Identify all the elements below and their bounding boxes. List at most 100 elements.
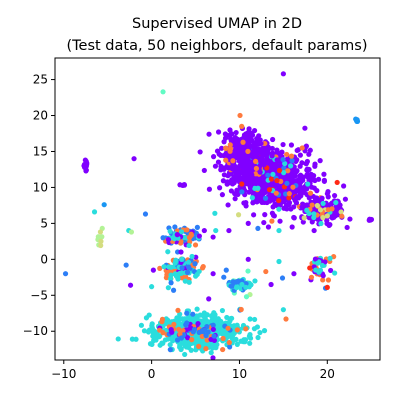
data-point [91,209,98,215]
data-point [141,328,148,334]
data-point [101,202,107,208]
data-point [258,150,264,156]
data-point [315,260,321,266]
data-point [311,211,317,217]
data-point [325,277,332,283]
data-point [262,195,269,201]
data-point [177,270,183,276]
data-point [294,194,300,200]
data-point [98,238,104,244]
data-point [212,163,219,169]
data-point [236,163,243,169]
data-point [276,227,282,234]
data-point [149,324,155,331]
data-point [237,147,243,153]
data-point [175,307,181,313]
data-point [246,333,253,339]
data-point [256,133,262,139]
data-point [290,172,296,178]
data-point [194,316,200,322]
data-point [218,152,224,158]
data-point [233,284,240,291]
data-point [280,141,286,148]
data-point [123,262,129,268]
data-point [228,188,235,194]
data-point [159,340,165,346]
data-point [319,262,326,269]
data-point [282,191,289,197]
data-point [227,142,233,148]
data-point [165,285,171,291]
data-point [272,201,278,208]
data-point [224,181,230,187]
data-point [223,267,229,273]
data-point [269,218,275,224]
data-point [243,199,249,206]
data-point [178,249,184,255]
data-point [314,202,320,209]
data-point [280,156,286,163]
data-point [280,71,286,77]
data-point [264,199,270,206]
data-point [312,161,318,167]
data-point [204,312,210,318]
data-point [297,152,303,158]
data-point [276,167,283,174]
data-point [241,134,247,140]
data-point [314,188,320,194]
data-point [215,129,222,135]
data-point [201,227,207,234]
data-point [184,269,191,275]
scatter-points [62,71,375,360]
data-point [335,212,341,218]
data-point [211,310,217,316]
data-point [186,264,192,270]
data-point [240,139,246,145]
data-point [196,233,202,239]
data-point [262,212,268,218]
data-point [239,189,245,195]
data-point [312,256,319,262]
data-point [236,154,242,160]
data-point [229,335,235,341]
data-point [133,336,139,342]
data-point [258,197,264,203]
data-point [225,173,231,179]
data-point [268,281,274,288]
y-tick-label: 10 [33,180,48,194]
data-point [327,255,333,261]
data-point [210,355,216,360]
data-point [281,205,287,211]
data-point [265,146,271,152]
data-point [326,222,332,228]
data-point [260,175,266,181]
data-point [233,129,239,136]
x-tick-label: −10 [51,367,76,381]
data-point [268,176,274,182]
data-point [342,196,348,202]
data-point [320,215,326,221]
data-point [257,329,263,336]
data-point [305,181,311,187]
data-point [253,165,260,172]
data-point [128,229,135,235]
data-point [306,151,312,157]
data-point [188,347,194,353]
data-point [220,346,226,353]
data-point [261,161,267,168]
data-point [229,315,235,321]
data-point [265,172,271,178]
data-point [299,145,305,151]
data-point [321,171,327,177]
data-point [237,112,243,119]
data-point [239,181,245,187]
data-point [250,151,256,157]
data-point [286,191,292,197]
data-point [233,279,239,285]
data-point [127,282,134,288]
data-point [294,168,300,174]
data-point [276,258,282,265]
data-point [149,321,155,327]
data-point [115,336,121,342]
